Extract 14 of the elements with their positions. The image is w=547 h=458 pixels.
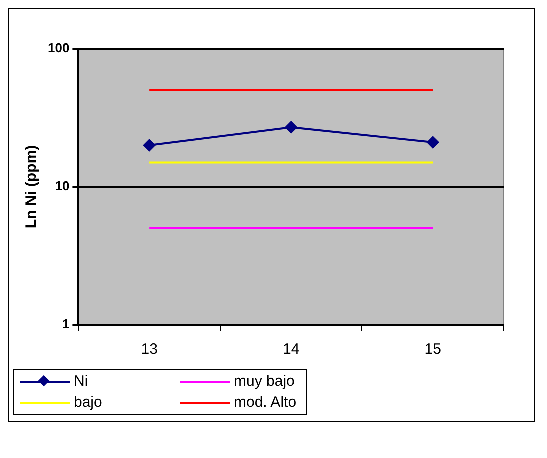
- point: [285, 121, 298, 134]
- point: [144, 139, 156, 152]
- y-tick-label: 10: [55, 178, 70, 194]
- legend-label: muy bajo: [234, 373, 295, 390]
- x-tick-label: 15: [424, 341, 442, 358]
- y-tick-label: 1: [62, 316, 70, 332]
- point: [427, 136, 440, 149]
- x-tick-label: 14: [283, 341, 300, 358]
- x-tick-label: 13: [141, 341, 158, 358]
- y-tick-label: 100: [48, 40, 70, 56]
- legend-label: Ni: [74, 373, 88, 390]
- legend-label: bajo: [74, 394, 102, 411]
- legend-label: mod. Alto: [234, 394, 297, 411]
- y-axis-title: Ln Ni (ppm): [23, 145, 40, 229]
